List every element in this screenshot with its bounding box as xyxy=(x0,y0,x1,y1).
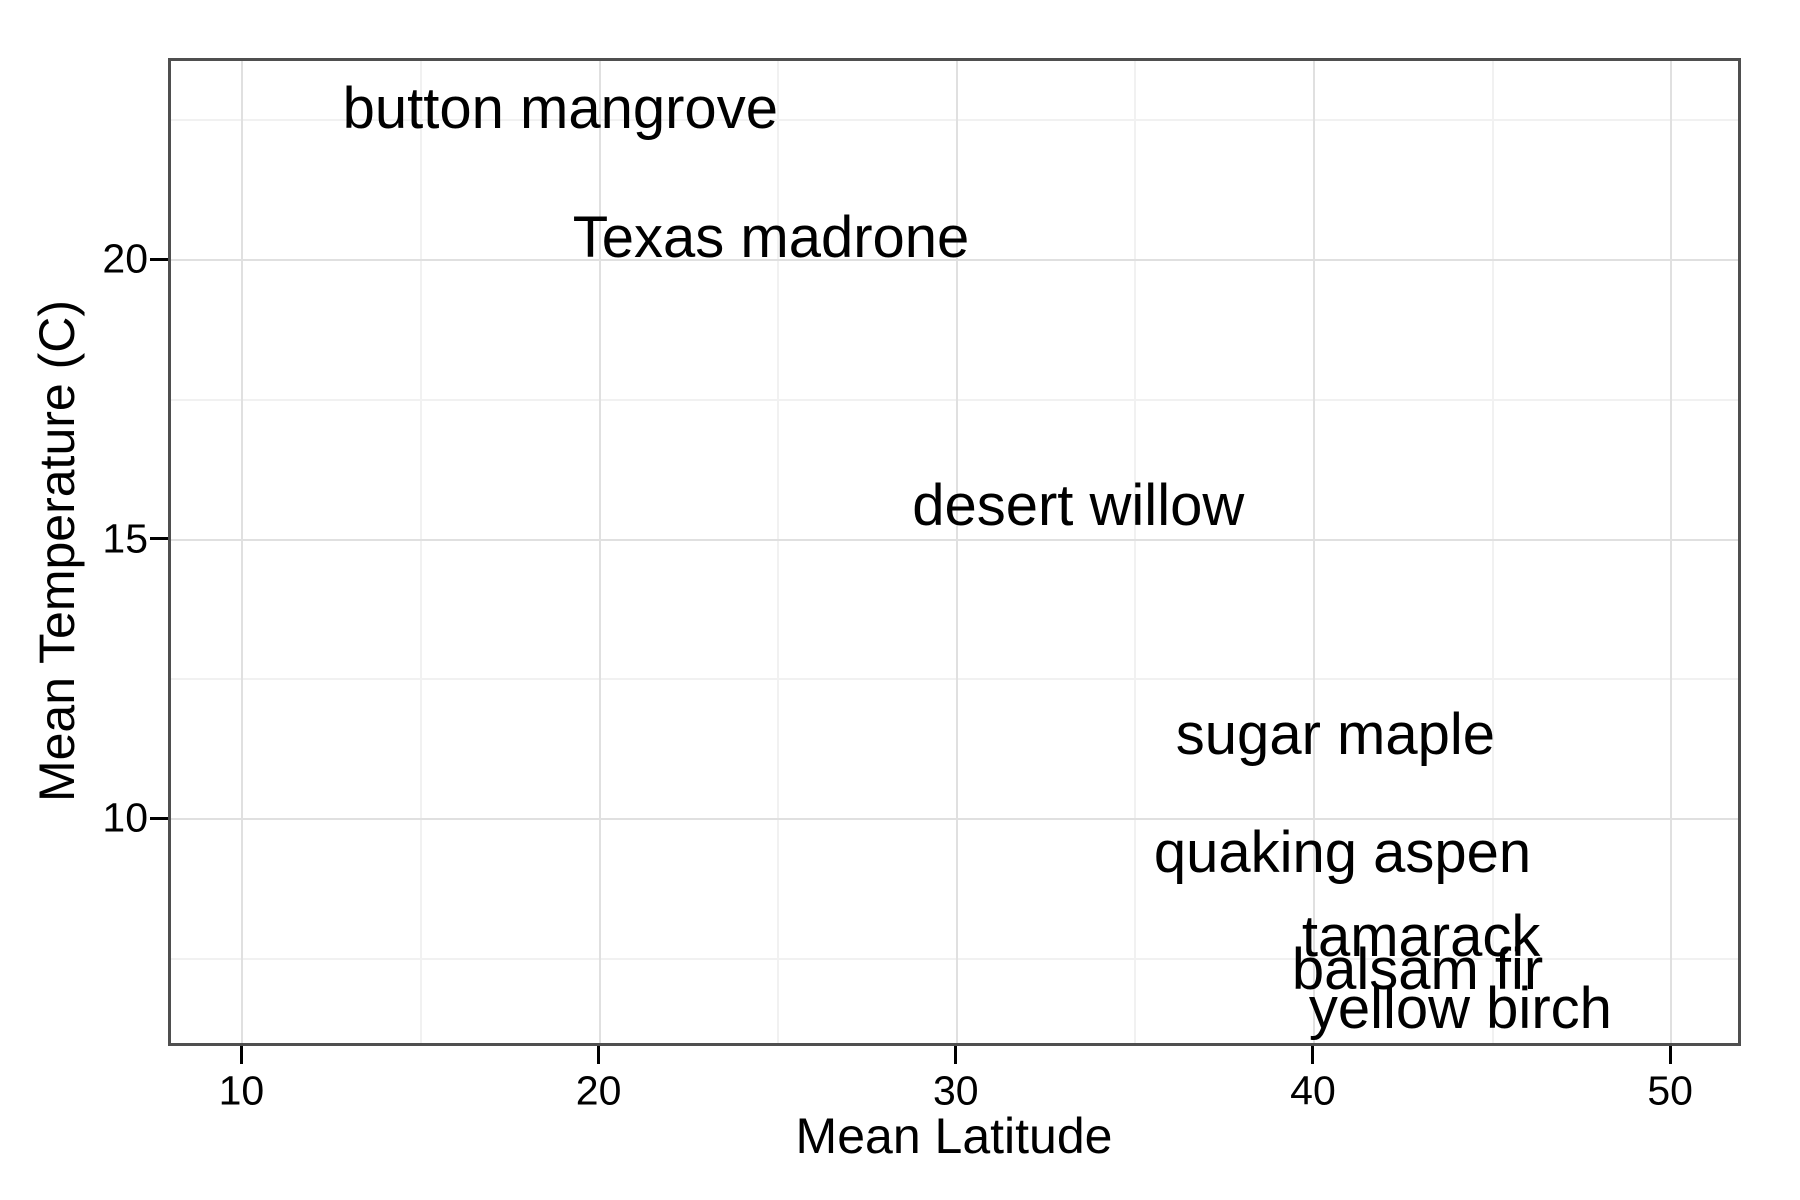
point-label: desert willow xyxy=(912,473,1245,539)
point-label: balsam fir xyxy=(1291,937,1544,1003)
x-major-gridline xyxy=(1312,61,1315,1043)
point-label: yellow birch xyxy=(1308,976,1612,1042)
x-axis-tick xyxy=(954,1046,958,1064)
y-minor-gridline xyxy=(171,958,1738,960)
x-major-gridline xyxy=(241,61,244,1043)
x-major-gridline xyxy=(1670,61,1673,1043)
point-label: sugar maple xyxy=(1175,702,1495,768)
point-label: Texas madrone xyxy=(572,204,970,270)
x-tick-label: 10 xyxy=(218,1067,265,1114)
y-minor-gridline xyxy=(171,678,1738,681)
x-tick-label: 20 xyxy=(575,1067,622,1114)
x-axis-tick xyxy=(1311,1046,1315,1064)
y-tick-label: 10 xyxy=(102,794,148,841)
x-axis-tick xyxy=(1668,1046,1672,1064)
y-axis-tick xyxy=(150,537,168,541)
y-axis-title: Mean Temperature (C) xyxy=(29,299,85,803)
point-label: button mangrove xyxy=(342,76,778,142)
point-label: tamarack xyxy=(1301,903,1541,969)
x-tick-label: 30 xyxy=(932,1067,979,1114)
y-tick-label: 20 xyxy=(102,235,148,282)
y-axis-tick xyxy=(150,257,168,261)
x-major-gridline xyxy=(955,61,958,1043)
x-tick-label: 50 xyxy=(1647,1067,1693,1114)
x-minor-gridline xyxy=(420,61,423,1043)
x-axis-tick xyxy=(597,1046,601,1064)
y-tick-label: 15 xyxy=(102,515,148,562)
x-minor-gridline xyxy=(777,61,780,1043)
y-axis-tick xyxy=(150,816,168,820)
x-minor-gridline xyxy=(1491,61,1494,1043)
x-major-gridline xyxy=(598,61,601,1043)
x-axis-tick xyxy=(239,1046,243,1064)
y-minor-gridline xyxy=(171,119,1738,122)
point-label: quaking aspen xyxy=(1153,819,1532,885)
plot-panel: button mangrove Texas madrone desert willo… xyxy=(168,58,1741,1046)
y-major-gridline xyxy=(171,818,1738,821)
y-minor-gridline xyxy=(171,398,1738,401)
x-axis-title: Mean Latitude xyxy=(795,1108,1113,1164)
x-tick-label: 40 xyxy=(1290,1067,1336,1114)
y-major-gridline xyxy=(171,259,1738,262)
y-major-gridline xyxy=(171,538,1738,541)
x-minor-gridline xyxy=(1134,61,1137,1043)
